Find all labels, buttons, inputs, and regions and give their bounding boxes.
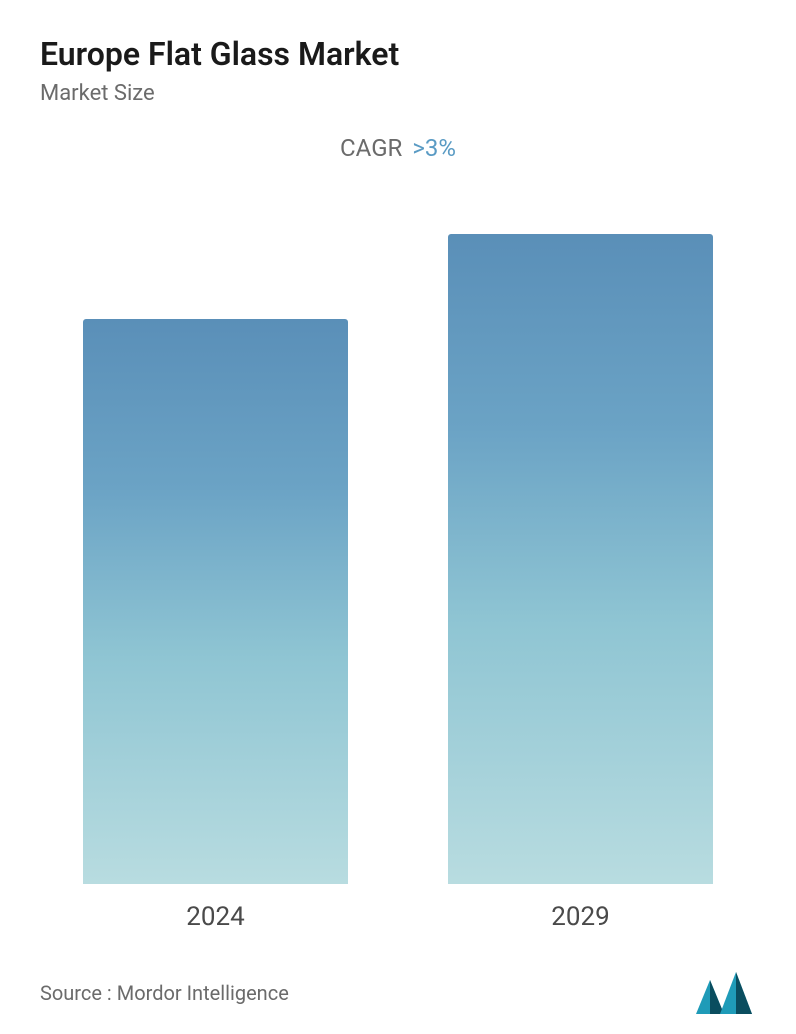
source-text: Source : Mordor Intelligence (40, 981, 289, 1005)
chart-subtitle: Market Size (40, 81, 756, 106)
chart-area: 2024 2029 (40, 182, 756, 952)
cagr-label: CAGR (340, 134, 402, 162)
cagr-row: CAGR >3% (40, 134, 756, 162)
brand-logo (696, 972, 756, 1014)
bar-group-2029: 2029 (448, 234, 713, 932)
bar-group-2024: 2024 (83, 319, 348, 932)
bar-2024 (83, 319, 348, 884)
mordor-logo-icon (696, 972, 756, 1014)
bar-label-2024: 2024 (186, 902, 244, 932)
cagr-value: >3% (412, 134, 456, 162)
bar-label-2029: 2029 (551, 902, 609, 932)
bar-2029 (448, 234, 713, 884)
footer: Source : Mordor Intelligence (40, 952, 756, 1014)
chart-title: Europe Flat Glass Market (40, 35, 756, 73)
